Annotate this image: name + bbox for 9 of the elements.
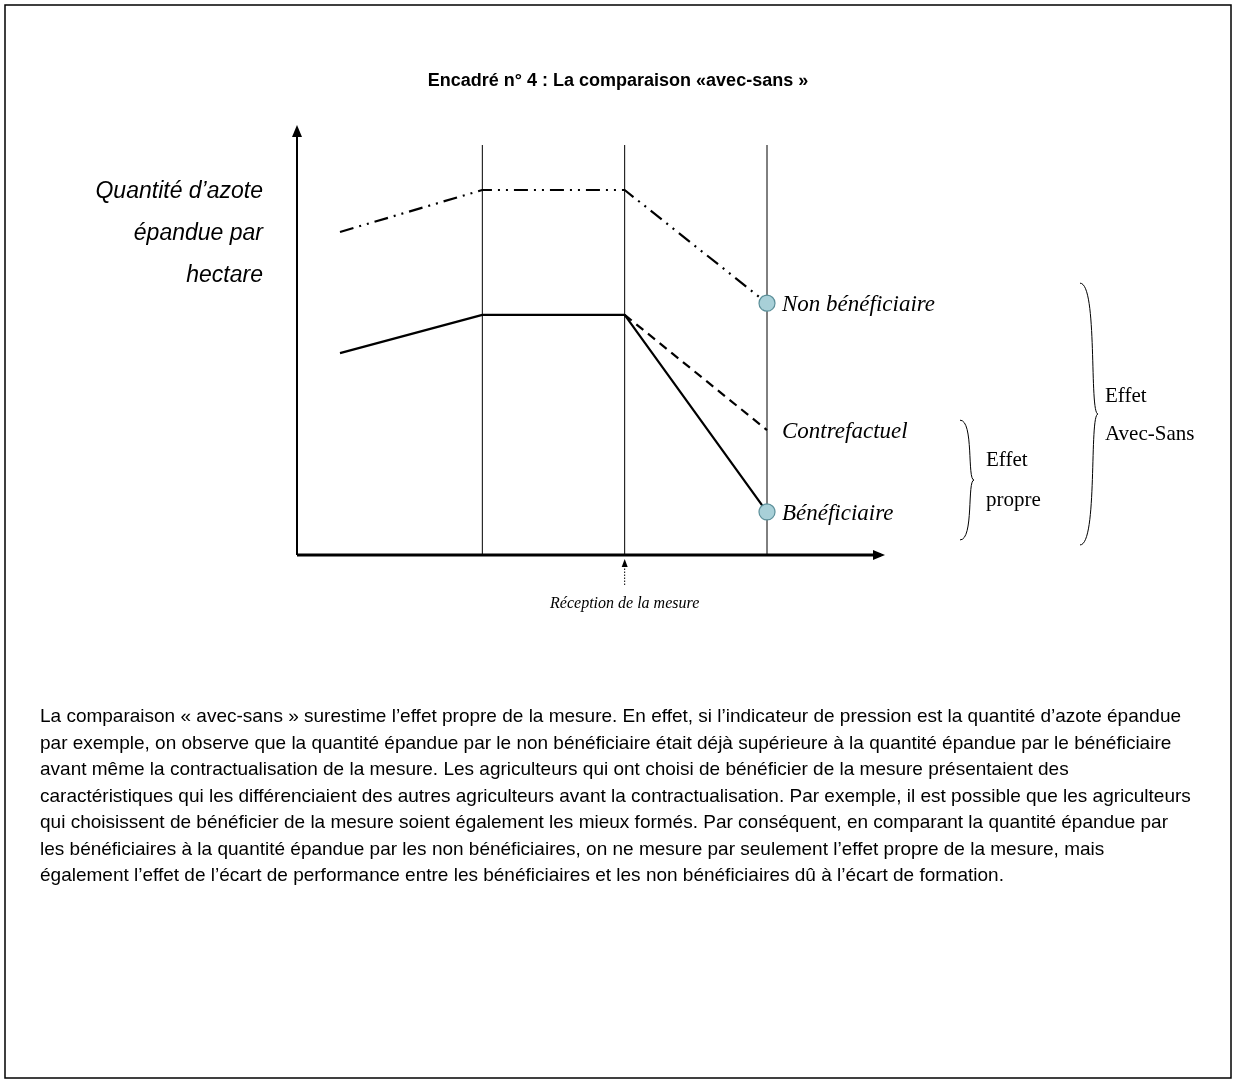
text: Effet propre — [986, 447, 1041, 512]
series-label: Bénéficiaire — [782, 499, 894, 525]
chart-title: Encadré n° 4 : La comparaison «avec-sans » — [427, 70, 809, 90]
y-axis-title: Quantité d’azote épandue par hectare — [95, 177, 265, 287]
series-label: Contrefactuel — [782, 418, 908, 444]
series-label: Non bénéficiaire — [781, 291, 936, 317]
text: Effet Avec-Sans — [1105, 383, 1195, 446]
text: Réception de la mesure — [549, 594, 700, 612]
text: La comparaison « avec-sans » surestime l’effet propre de la mesure. En effet, si l’indicateur de pression est la quantité d’azote épandue par exemple, on observe que la quantité épandue par le non bénéficiaire était déjà supérieure à la quantité épandue par le bénéficiaire avant même la contractualisation de la mesure. Les agriculteurs qui ont choisi de bénéficier de la mesure présentaient des caractéristiques qui les différenciaient des autres agriculteurs avant la contractualisation. Par exemple, il est possible que les agriculteurs qui choisissent de bénéficier de la mesure soient également les mieux formés. Par conséquent, en comparant la quantité épandue par les bénéficiaires à la quantité épandue par les non bénéficiaires, on ne mesure par seulement l’effet propre de la mesure, mais également l’effet de l’écart de performance entre les bénéficiaires et les non bénéficiaires dû à l’écart de formation. — [40, 705, 1191, 885]
